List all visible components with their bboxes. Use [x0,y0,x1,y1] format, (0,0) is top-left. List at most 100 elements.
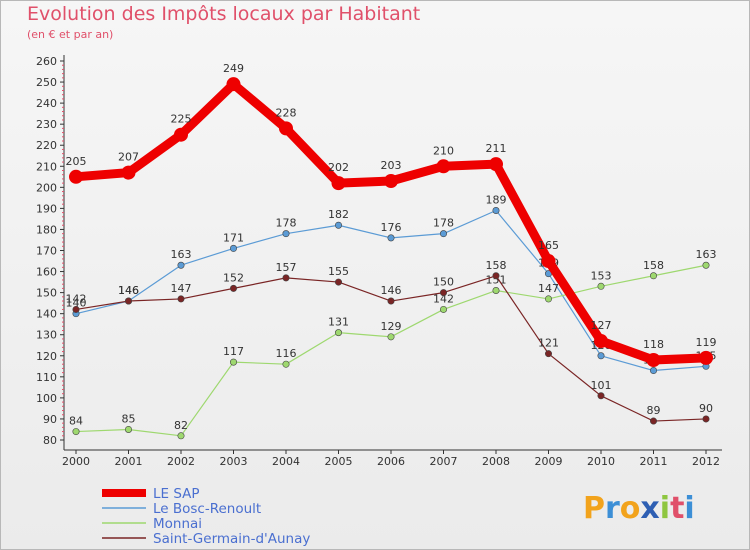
data-point [646,352,661,367]
data-label: 203 [381,159,402,172]
data-point [649,417,657,425]
logo-letter: P [583,491,605,526]
x-tick-label: 2006 [377,455,405,468]
data-point [492,272,500,280]
x-tick-label: 2012 [692,455,720,468]
data-label: 101 [591,379,612,392]
x-tick-label: 2002 [167,455,195,468]
y-tick-label: 200 [36,181,57,194]
y-tick-label: 170 [36,245,57,258]
data-label: 150 [433,276,454,289]
data-label: 140 [66,297,87,310]
x-tick-label: 2008 [482,455,510,468]
x-tick-label: 2011 [640,455,668,468]
logo-letter: i [660,491,670,526]
data-point [699,350,713,365]
data-label: 211 [486,142,507,155]
data-point [597,352,605,360]
data-label: 147 [538,282,559,295]
data-label: 178 [433,217,454,230]
logo-letter: x [640,491,659,526]
data-label: 147 [171,282,192,295]
data-point [649,272,657,280]
data-label: 84 [69,415,83,428]
data-point [597,392,605,400]
data-label: 158 [643,259,664,272]
data-point [334,278,342,286]
data-point [492,206,500,214]
data-label: 121 [538,337,559,350]
data-point [72,305,80,313]
legend-label-2: Monnai [153,516,202,532]
data-label: 182 [328,208,349,221]
logo-letter: o [620,491,641,526]
y-tick-label: 260 [36,55,57,68]
data-label: 205 [66,155,87,168]
data-label: 178 [276,217,297,230]
y-tick-label: 150 [36,287,57,300]
data-point [230,284,238,292]
data-point [282,230,290,238]
data-label: 155 [328,265,349,278]
y-tick-label: 220 [36,139,57,152]
data-label: 163 [171,248,192,261]
data-label: 142 [433,292,454,305]
data-point [334,329,342,337]
legend-label-3: Saint-Germain-d'Aunay [153,531,310,547]
y-tick-label: 190 [36,202,57,215]
data-point [439,230,447,238]
data-point [174,127,188,142]
data-label: 152 [223,271,244,284]
proxiti-logo: Proxiti [583,491,695,526]
y-tick-label: 130 [36,329,57,342]
chart-title: Evolution des Impôts locaux par Habitant [27,3,421,25]
data-label: 82 [174,419,188,432]
x-tick-label: 2007 [430,455,458,468]
y-tick-label: 90 [43,413,57,426]
y-tick-label: 180 [36,223,57,236]
data-point [702,415,710,423]
data-label: 129 [381,320,402,333]
data-label: 90 [699,402,713,415]
y-tick-label: 250 [36,76,57,89]
data-point [177,295,185,303]
data-label: 210 [433,144,454,157]
data-point [439,289,447,297]
x-tick-label: 2001 [115,455,143,468]
data-label: 163 [696,248,717,261]
y-tick-label: 230 [36,118,57,131]
y-tick-label: 100 [36,392,57,405]
data-point [384,174,398,189]
data-label: 153 [591,269,612,282]
legend-label-1: Le Bosc-Renoult [153,501,261,517]
data-label: 158 [486,259,507,272]
y-tick-label: 110 [36,371,57,384]
data-point [279,121,293,136]
data-point [387,333,395,341]
data-label: 171 [223,231,244,244]
data-label: 131 [328,316,349,329]
y-tick-label: 240 [36,97,57,110]
x-tick-label: 2004 [272,455,300,468]
data-label: 228 [276,106,297,119]
data-point [594,334,608,349]
data-point [177,261,185,269]
logo-letter: i [684,491,694,526]
data-point [439,305,447,313]
data-point [492,287,500,295]
data-label: 118 [643,338,664,351]
data-point [282,360,290,368]
data-label: 146 [118,284,139,297]
logo-letter: t [670,491,684,526]
x-tick-label: 2010 [587,455,615,468]
x-tick-label: 2009 [535,455,563,468]
data-point [544,295,552,303]
data-label: 157 [276,261,297,274]
data-point [230,244,238,252]
data-label: 85 [122,412,136,425]
data-point [121,165,136,180]
data-label: 176 [381,221,402,234]
data-label: 119 [696,336,717,349]
